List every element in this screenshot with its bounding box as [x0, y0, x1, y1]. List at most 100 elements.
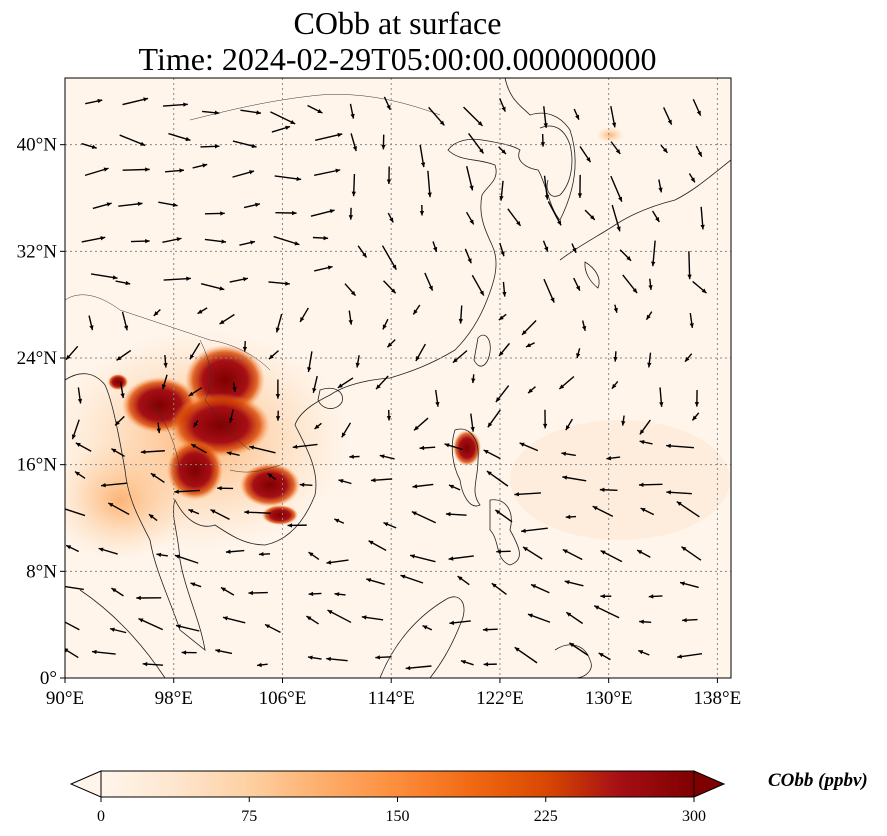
- wind-arrow: [413, 417, 429, 431]
- wind-arrow: [543, 175, 550, 200]
- wind-arrow: [65, 621, 80, 631]
- wind-arrow: [561, 451, 576, 457]
- wind-arrow: [375, 375, 389, 390]
- colorbar-tick-label: 225: [534, 808, 558, 825]
- wind-arrow: [576, 348, 581, 359]
- colorbar-ticks: 0 75 150 225 300: [97, 797, 706, 825]
- lon-tick-label: 122°E: [476, 688, 524, 709]
- wind-arrow: [275, 379, 281, 399]
- wind-arrow: [190, 443, 207, 454]
- wind-arrow: [122, 97, 149, 106]
- wind-arrow: [204, 211, 225, 216]
- wind-arrow: [600, 549, 623, 563]
- wind-arrow: [688, 173, 696, 183]
- wind-arrow: [189, 342, 201, 360]
- wind-arrow: [593, 605, 620, 619]
- wind-arrow: [613, 351, 618, 362]
- wind-arrow: [240, 109, 262, 115]
- wind-arrow: [651, 240, 656, 267]
- wind-arrow: [666, 443, 694, 449]
- lon-tick-label: 90°E: [46, 688, 84, 709]
- wind-arrow: [174, 489, 200, 494]
- wind-arrow: [496, 549, 511, 554]
- wind-arrow: [522, 546, 543, 560]
- map-panel: 90°E 98°E 106°E 114°E 122°E 130°E 138°E 0° 8°N 1…: [17, 77, 742, 709]
- wind-arrow: [514, 646, 538, 664]
- wind-arrow: [312, 235, 329, 241]
- wind-arrow: [200, 283, 225, 291]
- wind-arrow: [579, 146, 592, 163]
- wind-arrow: [648, 594, 663, 599]
- wind-arrow: [571, 243, 577, 254]
- wind-arrow: [471, 274, 485, 296]
- wind-arrow: [249, 445, 276, 454]
- lat-tick-label: 0°: [40, 668, 57, 689]
- wind-arrow: [695, 145, 703, 157]
- wind-arrow: [338, 479, 352, 485]
- wind-arrow: [275, 410, 281, 421]
- wind-arrow: [350, 133, 358, 152]
- wind-arrow: [427, 170, 432, 198]
- wind-arrow: [368, 540, 387, 552]
- wind-arrow: [348, 207, 354, 220]
- wind-arrow: [275, 210, 297, 216]
- wind-arrow: [639, 419, 651, 435]
- wind-arrow: [600, 594, 612, 599]
- wind-arrow: [122, 167, 150, 172]
- wind-arrow: [386, 166, 392, 185]
- coast-hainan: [317, 387, 343, 409]
- wind-arrow: [77, 387, 83, 404]
- coast-taiwan: [473, 334, 491, 367]
- wind-arrow: [349, 103, 355, 119]
- wind-arrow: [242, 341, 248, 352]
- wind-arrow: [491, 582, 507, 595]
- lon-tick-label: 138°E: [694, 688, 742, 709]
- wind-arrow: [275, 313, 283, 333]
- wind-arrow: [610, 175, 623, 202]
- wind-arrow: [386, 339, 396, 348]
- wind-arrow: [611, 204, 621, 232]
- wind-arrow: [611, 380, 619, 390]
- wind-arrow: [530, 583, 550, 594]
- wind-arrow: [465, 211, 475, 225]
- wind-arrow: [494, 509, 513, 523]
- wind-arrow: [411, 511, 437, 524]
- wind-arrow: [383, 522, 397, 529]
- wind-arrow: [527, 613, 551, 623]
- wind-arrow: [409, 554, 436, 563]
- wind-arrow: [487, 409, 501, 428]
- wind-arrow: [267, 472, 277, 481]
- wind-arrow: [464, 248, 472, 264]
- lon-tick-label: 106°E: [259, 688, 307, 709]
- wind-arrow: [162, 237, 182, 243]
- wind-arrow: [357, 245, 368, 258]
- wind-arrow: [542, 240, 549, 252]
- lon-tick-label: 114°E: [368, 688, 415, 709]
- wind-arrow: [568, 642, 589, 656]
- wind-arrow: [639, 440, 653, 445]
- wind-arrow: [498, 342, 511, 357]
- wind-arrow: [264, 623, 281, 634]
- wind-arrow: [691, 412, 700, 421]
- wind-arrow: [299, 482, 313, 488]
- wind-arrow: [114, 415, 125, 426]
- wind-arrow: [75, 442, 92, 452]
- wind-arrow: [188, 387, 203, 397]
- wind-arrow: [379, 454, 395, 460]
- wind-arrow: [222, 616, 246, 624]
- wind-arrow: [622, 274, 638, 294]
- wind-arrow: [460, 660, 474, 666]
- colorbar: 0 75 150 225 300: [69, 770, 726, 825]
- wind-arrow: [689, 312, 694, 328]
- wind-arrow: [458, 305, 464, 324]
- wind-arrow: [226, 451, 240, 456]
- wind-arrow: [168, 132, 191, 142]
- wind-arrow: [647, 352, 652, 368]
- wind-vectors: [65, 96, 707, 671]
- wind-arrow: [498, 146, 507, 155]
- wind-arrow: [645, 311, 653, 321]
- wind-arrow: [386, 409, 392, 421]
- wind-arrow: [308, 591, 322, 597]
- colorbar-tick-label: 0: [97, 808, 105, 825]
- wind-arrow: [502, 281, 507, 297]
